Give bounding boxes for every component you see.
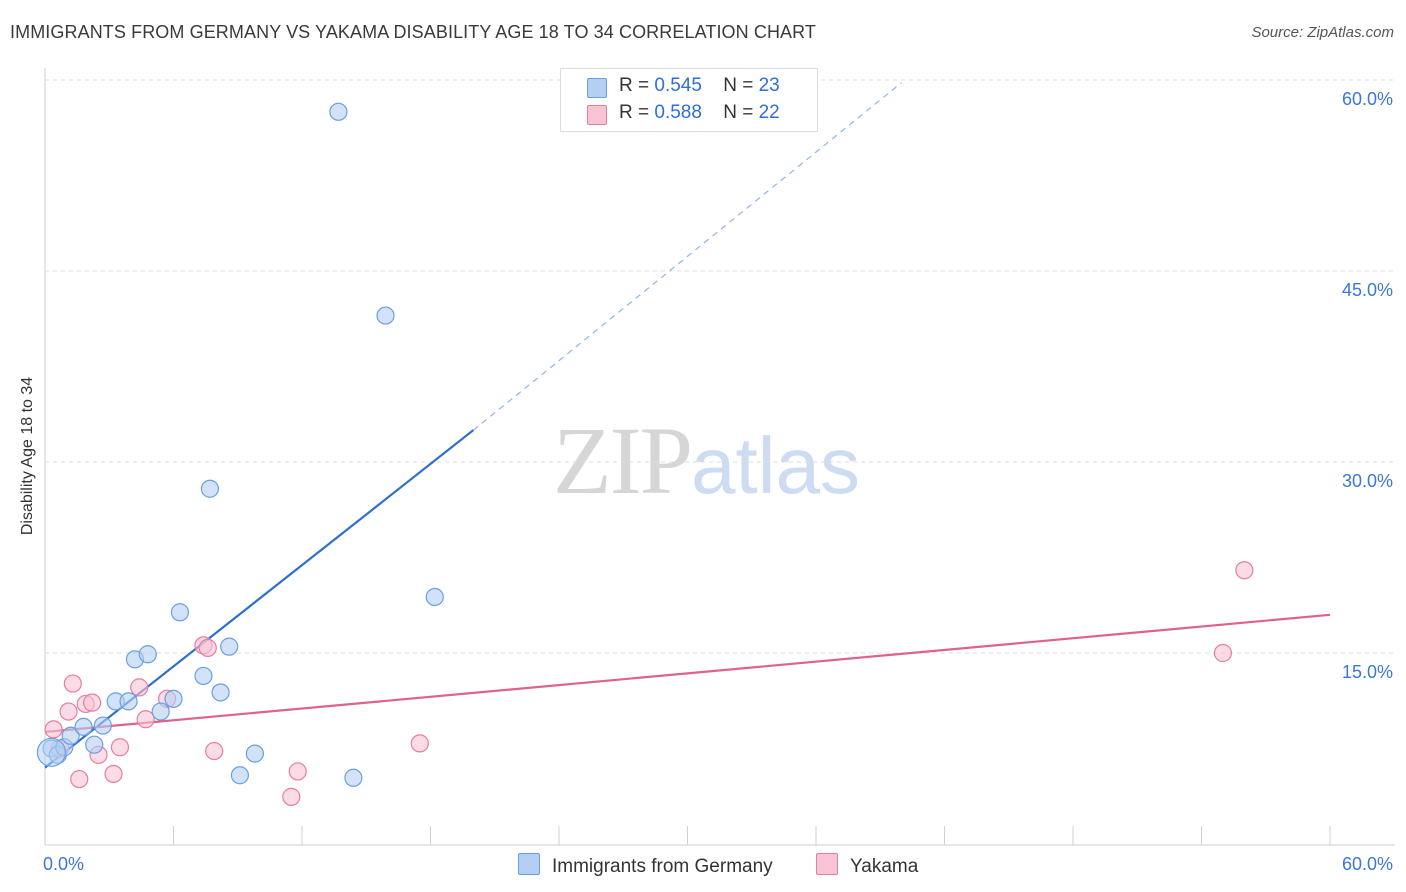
bottom-swatch-yakama: [816, 853, 838, 875]
legend-swatch-yakama: [587, 105, 607, 125]
data-point-yakama: [288, 762, 307, 781]
data-point-yakama: [410, 734, 429, 753]
legend-n-value: 23: [758, 75, 780, 96]
data-point-germany: [119, 692, 138, 711]
legend-r-value: 0.588: [654, 102, 702, 123]
grid-lines: [45, 79, 1395, 654]
data-point-yakama: [83, 693, 102, 712]
source-label: Source: ZipAtlas.com: [1251, 24, 1394, 41]
x-tick-label: 0.0%: [43, 854, 84, 874]
bottom-legend-germany: Immigrants from Germany: [518, 853, 773, 878]
data-point-germany: [376, 306, 395, 325]
bottom-legend-yakama: Yakama: [816, 853, 918, 878]
bottom-swatch-germany: [518, 853, 540, 875]
watermark: ZIPatlas: [553, 405, 860, 516]
data-point-germany: [85, 735, 104, 754]
y-tick-label: 60.0%: [1342, 89, 1393, 109]
data-point-germany: [61, 726, 80, 745]
legend-n-value: 22: [758, 102, 780, 123]
data-point-germany: [151, 702, 170, 721]
data-point-germany: [170, 603, 190, 622]
data-point-germany: [220, 637, 239, 656]
data-point-yakama: [1235, 561, 1254, 580]
data-point-yakama: [63, 674, 82, 693]
correlation-legend: R = 0.545 N = 23 R = 0.588 N = 22: [560, 68, 818, 132]
data-point-yakama: [1213, 643, 1233, 663]
watermark-atlas: atlas: [691, 421, 860, 510]
trend-line-yakama: [44, 613, 1331, 734]
data-point-germany: [425, 587, 444, 607]
legend-r-label: R =: [619, 75, 655, 96]
trend-line-extension: [472, 82, 903, 431]
data-point-germany: [164, 689, 183, 708]
data-point-yakama: [104, 764, 123, 784]
legend-r-value: 0.545: [654, 75, 702, 96]
data-point-yakama: [59, 702, 78, 721]
data-point-yakama: [282, 787, 301, 806]
data-points: [36, 102, 1254, 806]
data-point-germany: [230, 766, 249, 785]
data-point-yakama: [110, 738, 130, 757]
axes: [44, 68, 1395, 846]
data-point-germany: [329, 102, 348, 121]
legend-row-germany: R = 0.545 N = 23: [587, 75, 780, 98]
data-point-germany: [138, 645, 157, 664]
bottom-legend-label: Immigrants from Germany: [552, 856, 773, 877]
data-point-cluster: [36, 737, 67, 767]
data-point-germany: [74, 717, 93, 736]
data-point-yakama: [70, 769, 89, 789]
y-tick-label: 45.0%: [1342, 280, 1393, 300]
data-point-germany: [200, 479, 220, 498]
legend-r-label: R =: [619, 102, 655, 123]
y-tick-label: 15.0%: [1342, 662, 1393, 682]
tick-labels: 15.0% 30.0% 45.0% 60.0% 0.0% 60.0%: [43, 89, 1393, 874]
bottom-legend-label: Yakama: [850, 856, 919, 877]
data-point-germany: [194, 666, 213, 686]
trend-line-germany: [44, 429, 475, 769]
data-point-yakama: [136, 710, 155, 729]
data-point-germany: [211, 683, 230, 702]
y-axis-label: Disability Age 18 to 34: [19, 376, 36, 536]
legend-swatch-germany: [587, 78, 607, 98]
data-point-yakama: [130, 678, 149, 697]
legend-n-label: N =: [723, 75, 759, 96]
trend-lines: [44, 82, 1331, 769]
watermark-zip: ZIP: [553, 407, 693, 514]
data-point-yakama: [44, 720, 63, 739]
data-point-germany: [245, 744, 264, 763]
x-tick-label: 60.0%: [1342, 854, 1393, 874]
y-tick-label: 30.0%: [1342, 471, 1393, 491]
data-point-germany: [344, 768, 363, 787]
data-point-germany: [93, 716, 112, 735]
data-point-yakama: [198, 638, 217, 658]
legend-row-yakama: R = 0.588 N = 22: [587, 102, 780, 125]
data-point-yakama: [205, 741, 224, 761]
legend-n-label: N =: [723, 102, 759, 123]
chart-title: IMMIGRANTS FROM GERMANY VS YAKAMA DISABI…: [10, 22, 817, 42]
